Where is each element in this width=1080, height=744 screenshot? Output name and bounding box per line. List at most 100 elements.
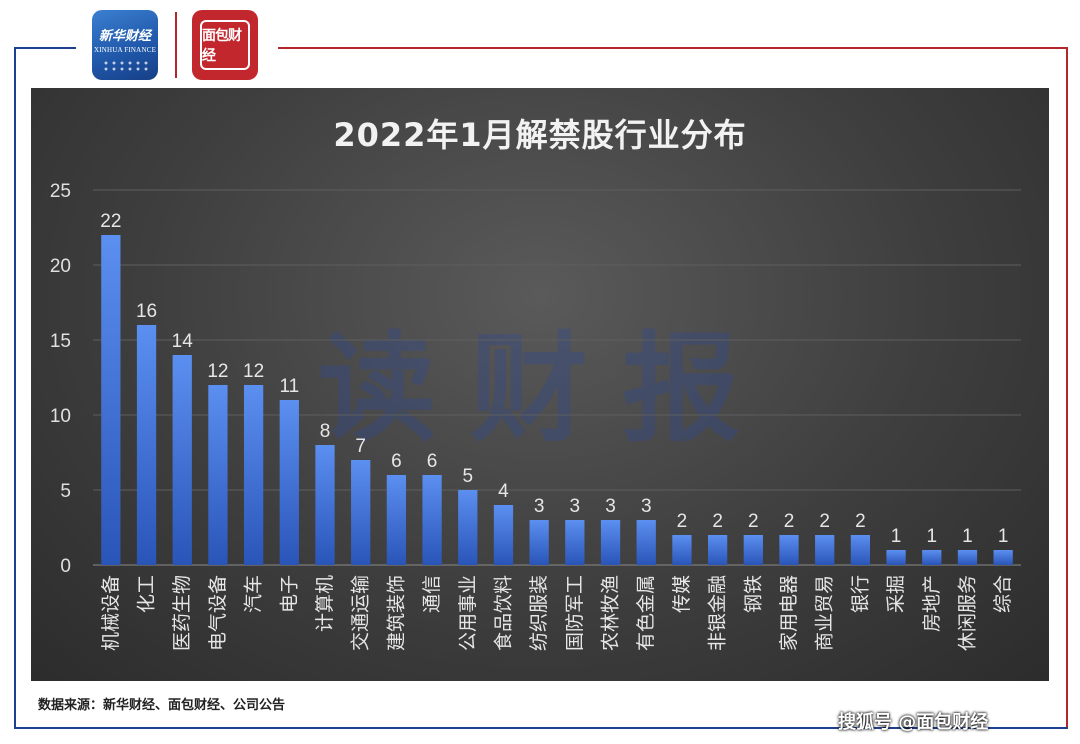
data-label: 11 bbox=[279, 376, 299, 397]
xinhua-logo-subtext: XINHUA FINANCE bbox=[93, 45, 157, 54]
data-label: 5 bbox=[462, 466, 473, 487]
bar bbox=[351, 460, 371, 565]
data-label: 6 bbox=[427, 451, 438, 472]
frame-top-line-left bbox=[14, 47, 76, 49]
bar bbox=[172, 355, 192, 565]
bar bbox=[707, 535, 728, 565]
data-label: 12 bbox=[207, 361, 228, 382]
data-label: 4 bbox=[498, 481, 509, 502]
bar bbox=[779, 535, 799, 565]
chart-panel: 读财报 0 5 10 15 20 25 22 机械设备 16 化工 14 医药生物 12 电气设备 12 汽车… bbox=[31, 88, 1049, 681]
bar bbox=[243, 385, 264, 565]
bar bbox=[850, 535, 871, 565]
y-tick-label: 0 bbox=[60, 556, 71, 577]
y-tick-label: 25 bbox=[50, 181, 71, 202]
xinhua-finance-logo: 新华财经 XINHUA FINANCE bbox=[92, 10, 158, 80]
watermark: 读财报 bbox=[317, 319, 774, 458]
data-label: 8 bbox=[320, 421, 331, 442]
x-tick-label: 传媒 bbox=[671, 575, 693, 613]
mianbao-finance-logo: 面包财经 bbox=[192, 10, 258, 80]
x-tick-label: 建筑装饰 bbox=[385, 575, 407, 651]
source-note: 数据来源：新华财经、面包财经、公司公告 bbox=[38, 698, 286, 713]
y-tick-label: 15 bbox=[50, 331, 71, 352]
bar bbox=[743, 535, 763, 565]
x-tick-label: 通信 bbox=[421, 575, 443, 613]
data-label: 3 bbox=[605, 496, 616, 517]
data-label: 2 bbox=[819, 511, 830, 532]
sohu-credit: 搜狐号 @面包财经 bbox=[838, 712, 989, 733]
x-tick-label: 电子 bbox=[278, 575, 300, 613]
data-label: 2 bbox=[677, 511, 688, 532]
x-tick-label: 食品饮料 bbox=[492, 575, 514, 651]
bar bbox=[636, 520, 656, 565]
x-tick-label: 钢铁 bbox=[742, 575, 764, 613]
xinhua-logo-text: 新华财经 bbox=[98, 28, 151, 44]
x-tick-label: 公用事业 bbox=[457, 575, 479, 651]
y-tick-label: 5 bbox=[60, 481, 71, 502]
bar bbox=[815, 535, 835, 565]
data-label: 14 bbox=[172, 331, 194, 352]
x-tick-label: 电气设备 bbox=[207, 575, 229, 651]
data-label: 2 bbox=[712, 511, 723, 532]
bar bbox=[529, 520, 549, 565]
data-label: 6 bbox=[391, 451, 402, 472]
data-label: 1 bbox=[926, 526, 937, 547]
bar bbox=[600, 520, 621, 565]
bar bbox=[565, 520, 585, 565]
chart-title: 2022年1月解禁股行业分布 bbox=[333, 116, 747, 154]
bar bbox=[101, 235, 121, 565]
x-tick-label: 国防军工 bbox=[564, 575, 586, 651]
x-tick-label: 医药生物 bbox=[171, 575, 193, 651]
data-label: 3 bbox=[641, 496, 652, 517]
x-tick-label: 房地产 bbox=[921, 575, 943, 632]
bar bbox=[493, 505, 514, 565]
x-tick-label: 汽车 bbox=[243, 575, 265, 613]
x-tick-label: 计算机 bbox=[314, 575, 336, 632]
y-tick-label: 20 bbox=[50, 256, 71, 277]
data-label: 1 bbox=[962, 526, 973, 547]
bar bbox=[458, 490, 478, 565]
x-tick-label: 农林牧渔 bbox=[600, 575, 622, 651]
bar bbox=[886, 550, 906, 565]
bar bbox=[315, 445, 335, 565]
x-tick-label: 有色金属 bbox=[635, 575, 657, 651]
x-tick-label: 纺织服装 bbox=[528, 575, 550, 651]
data-label: 12 bbox=[243, 361, 264, 382]
frame-top-line-right bbox=[278, 47, 1068, 49]
x-tick-label: 综合 bbox=[992, 575, 1014, 613]
data-label: 2 bbox=[855, 511, 866, 532]
mianbao-logo-box: 面包财经 bbox=[200, 20, 250, 70]
x-tick-label: 机械设备 bbox=[100, 575, 122, 651]
logo-divider bbox=[175, 12, 177, 78]
x-tick-label: 交通运输 bbox=[350, 575, 372, 651]
mianbao-logo-text: 面包财经 bbox=[202, 28, 242, 64]
x-tick-label: 银行 bbox=[849, 575, 871, 613]
data-label: 3 bbox=[570, 496, 581, 517]
x-tick-label: 非银金融 bbox=[707, 575, 729, 651]
xinhua-logo-dots bbox=[102, 60, 148, 72]
bar bbox=[672, 535, 692, 565]
frame-right-border bbox=[1066, 47, 1068, 729]
x-tick-label: 采掘 bbox=[885, 575, 907, 613]
data-label: 16 bbox=[136, 301, 157, 322]
data-label: 1 bbox=[891, 526, 902, 547]
bar bbox=[386, 475, 407, 565]
x-tick-label: 商业贸易 bbox=[814, 575, 836, 651]
bar bbox=[957, 550, 978, 565]
x-tick-label: 休闲服务 bbox=[956, 575, 978, 651]
bar bbox=[279, 400, 299, 565]
frame-left-border bbox=[14, 47, 16, 729]
data-label: 22 bbox=[100, 211, 121, 232]
bar bbox=[208, 385, 228, 565]
bar-chart: 051015202522机械设备16化工14医药生物12电气设备12汽车11电子… bbox=[50, 181, 1021, 651]
data-label: 2 bbox=[784, 511, 795, 532]
y-tick-label: 10 bbox=[50, 406, 71, 427]
bar bbox=[993, 550, 1013, 565]
frame-bottom-border bbox=[14, 727, 1068, 729]
data-label: 3 bbox=[534, 496, 545, 517]
data-label: 7 bbox=[355, 436, 366, 457]
bar bbox=[422, 475, 442, 565]
data-label: 2 bbox=[748, 511, 759, 532]
x-tick-label: 家用电器 bbox=[778, 575, 800, 651]
bar bbox=[922, 550, 942, 565]
